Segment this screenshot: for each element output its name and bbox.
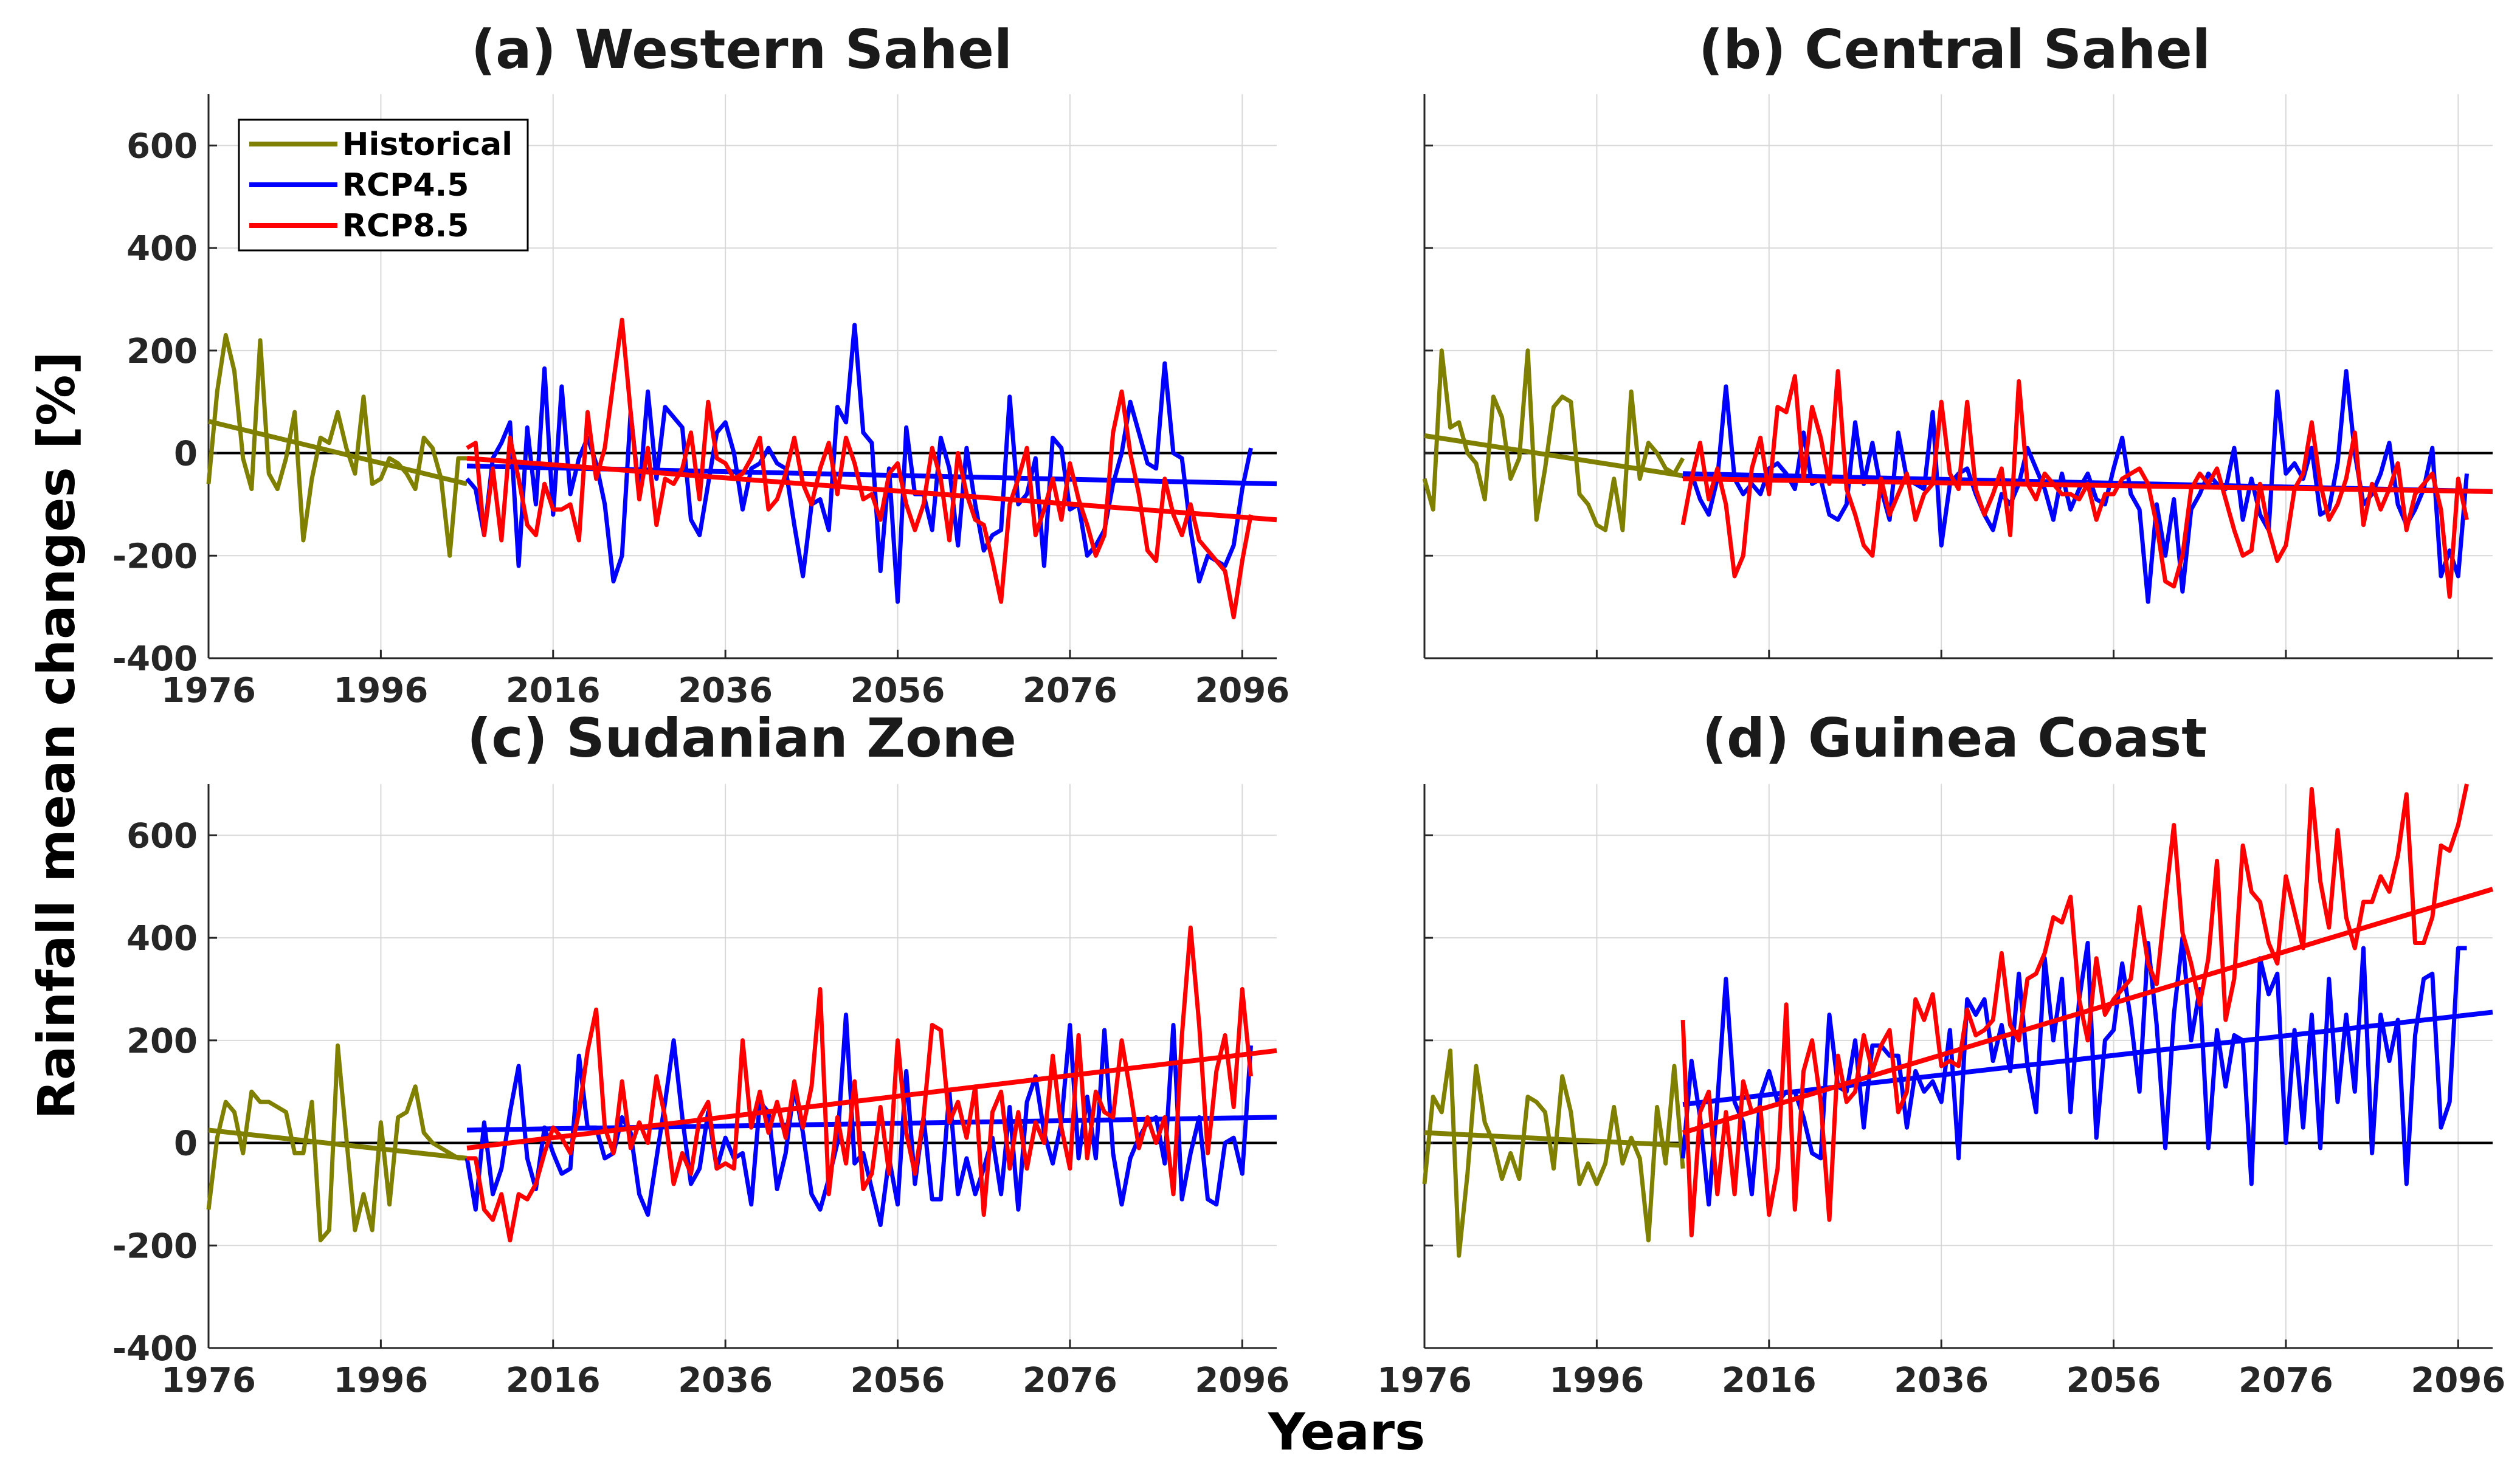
trend-line-historical (208, 419, 468, 487)
panel-title-c: (c) Sudanian Zone (467, 707, 1017, 769)
y-tick-label: -200 (112, 537, 198, 576)
x-tick-label: 2076 (2239, 1361, 2333, 1400)
x-tick-label: 2096 (1195, 1361, 1289, 1400)
y-tick-label: 400 (126, 919, 198, 958)
trend-line-rcp85 (1683, 476, 2493, 494)
trend-line-historical (208, 1127, 468, 1161)
x-tick-label: 2056 (2066, 1361, 2161, 1400)
x-tick-label: 2056 (851, 1361, 945, 1400)
panel-central-sahel (1422, 94, 2493, 659)
trend-line-rcp85 (466, 1048, 1277, 1150)
y-axis-label: Rainfall mean changes [%] (27, 351, 86, 1119)
series-line-historical (1422, 1048, 1685, 1258)
x-axis-label: Years (1268, 1402, 1425, 1462)
series-line-historical (1422, 348, 1685, 532)
x-tick-label: 2036 (678, 671, 773, 710)
x-tick-label: 2016 (506, 1361, 601, 1400)
panel-title-d: (d) Guinea Coast (1702, 707, 2207, 769)
series-line-rcp85 (467, 925, 1253, 1243)
y-tick-label: 400 (126, 229, 198, 269)
legend-label-rcp45: RCP4.5 (342, 167, 469, 204)
y-tick-label: 200 (126, 1022, 198, 1061)
x-tick-label: 2096 (1195, 671, 1289, 710)
series-line-rcp45 (1680, 935, 2467, 1207)
legend-label-historical: Historical (342, 126, 513, 163)
x-tick-label: 2036 (1894, 1361, 1989, 1400)
y-tick-label: 600 (126, 126, 198, 166)
y-tick-label: -400 (112, 639, 198, 679)
series-line-rcp85 (1680, 783, 2469, 1237)
x-tick-label: 2096 (2411, 1361, 2505, 1400)
x-tick-label: 2076 (1023, 1361, 1117, 1400)
panel-sudanian-zone: -400 -200 0 200 400 600 1976 1996 2016 2036 2056 20… (112, 784, 1289, 1400)
legend-label-rcp85: RCP8.5 (342, 208, 469, 244)
series-line-historical (206, 1043, 468, 1243)
y-tick-label: -400 (112, 1329, 198, 1369)
trend-line-rcp85 (466, 455, 1277, 523)
x-tick-label: 2056 (851, 671, 945, 710)
x-tick-label: 1996 (1549, 1361, 1644, 1400)
x-tick-label: 1976 (161, 1361, 256, 1400)
x-tick-label: 2036 (678, 1361, 773, 1400)
x-tick-label: 1976 (1377, 1361, 1472, 1400)
trend-line-rcp85 (1682, 887, 2494, 1135)
x-tick-label: 2016 (1722, 1361, 1817, 1400)
x-tick-label: 1996 (333, 671, 428, 710)
series-line-rcp85 (466, 317, 1253, 619)
x-tick-label: 2076 (1023, 671, 1117, 710)
panel-title-a: (a) Western Sahel (471, 18, 1012, 81)
y-tick-label: 0 (174, 1124, 198, 1164)
series-line-historical (206, 333, 468, 558)
legend: Historical RCP4.5 RCP8.5 (238, 119, 529, 252)
y-tick-label: 600 (126, 816, 198, 856)
x-tick-label: 1996 (333, 1361, 428, 1400)
x-tick-label: 1976 (161, 671, 256, 710)
trend-line-historical (1424, 1130, 1683, 1148)
y-tick-label: -200 (112, 1226, 198, 1266)
y-tick-label: 0 (174, 435, 198, 474)
panel-guinea-coast: 1976 1996 2016 2036 2056 2076 2096 (1377, 783, 2505, 1400)
panel-title-b: (b) Central Sahel (1699, 18, 2211, 81)
y-tick-label: 200 (126, 332, 198, 371)
trend-line-rcp45 (467, 1115, 1277, 1133)
x-tick-label: 2016 (506, 671, 601, 710)
trend-line-historical (1424, 433, 1683, 478)
series-line-rcp85 (1680, 369, 2469, 599)
